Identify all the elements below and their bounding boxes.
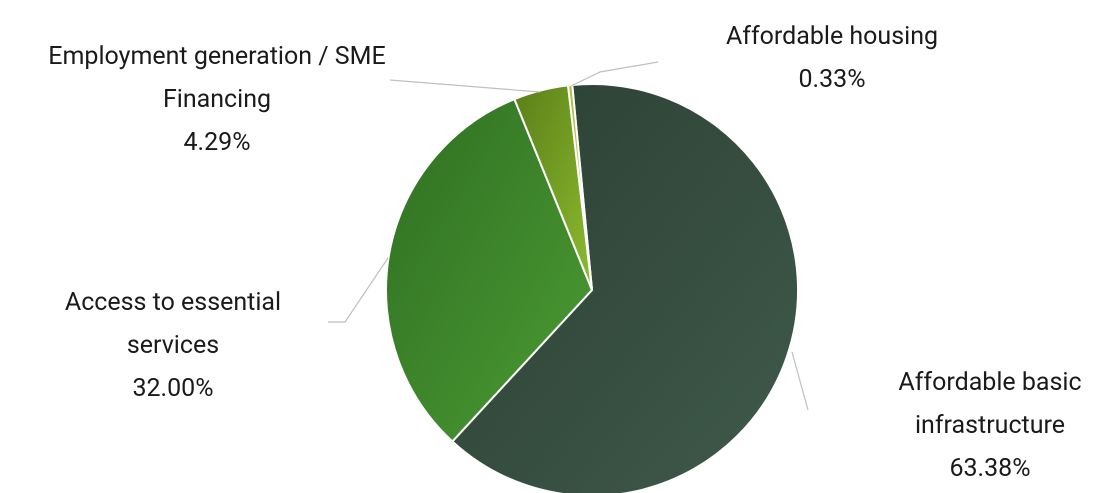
leader-line bbox=[791, 351, 809, 411]
slice-label: Employment generation / SME Financing 4.2… bbox=[37, 35, 397, 164]
category-name: Employment generation / SME Financing bbox=[48, 42, 386, 114]
value-label: 63.38% bbox=[949, 454, 1031, 483]
leader-lines bbox=[328, 61, 809, 411]
value-label: 0.33% bbox=[798, 65, 866, 94]
leader-line bbox=[328, 257, 389, 323]
slice-label: Access to essential services 32.00% bbox=[23, 281, 323, 410]
slice-label: Affordable basic infrastructure 63.38% bbox=[860, 361, 1116, 490]
slice-label: Affordable housing 0.33% bbox=[672, 15, 992, 101]
leader-line bbox=[389, 79, 541, 93]
value-label: 32.00% bbox=[132, 374, 214, 403]
category-name: Affordable housing bbox=[725, 22, 939, 51]
leader-line bbox=[570, 61, 659, 87]
value-label: 4.29% bbox=[183, 128, 251, 157]
pie-slice bbox=[385, 97, 594, 443]
category-name: Access to essential services bbox=[64, 288, 282, 360]
category-name: Affordable basic infrastructure bbox=[898, 368, 1082, 440]
pie-slice bbox=[450, 83, 799, 493]
